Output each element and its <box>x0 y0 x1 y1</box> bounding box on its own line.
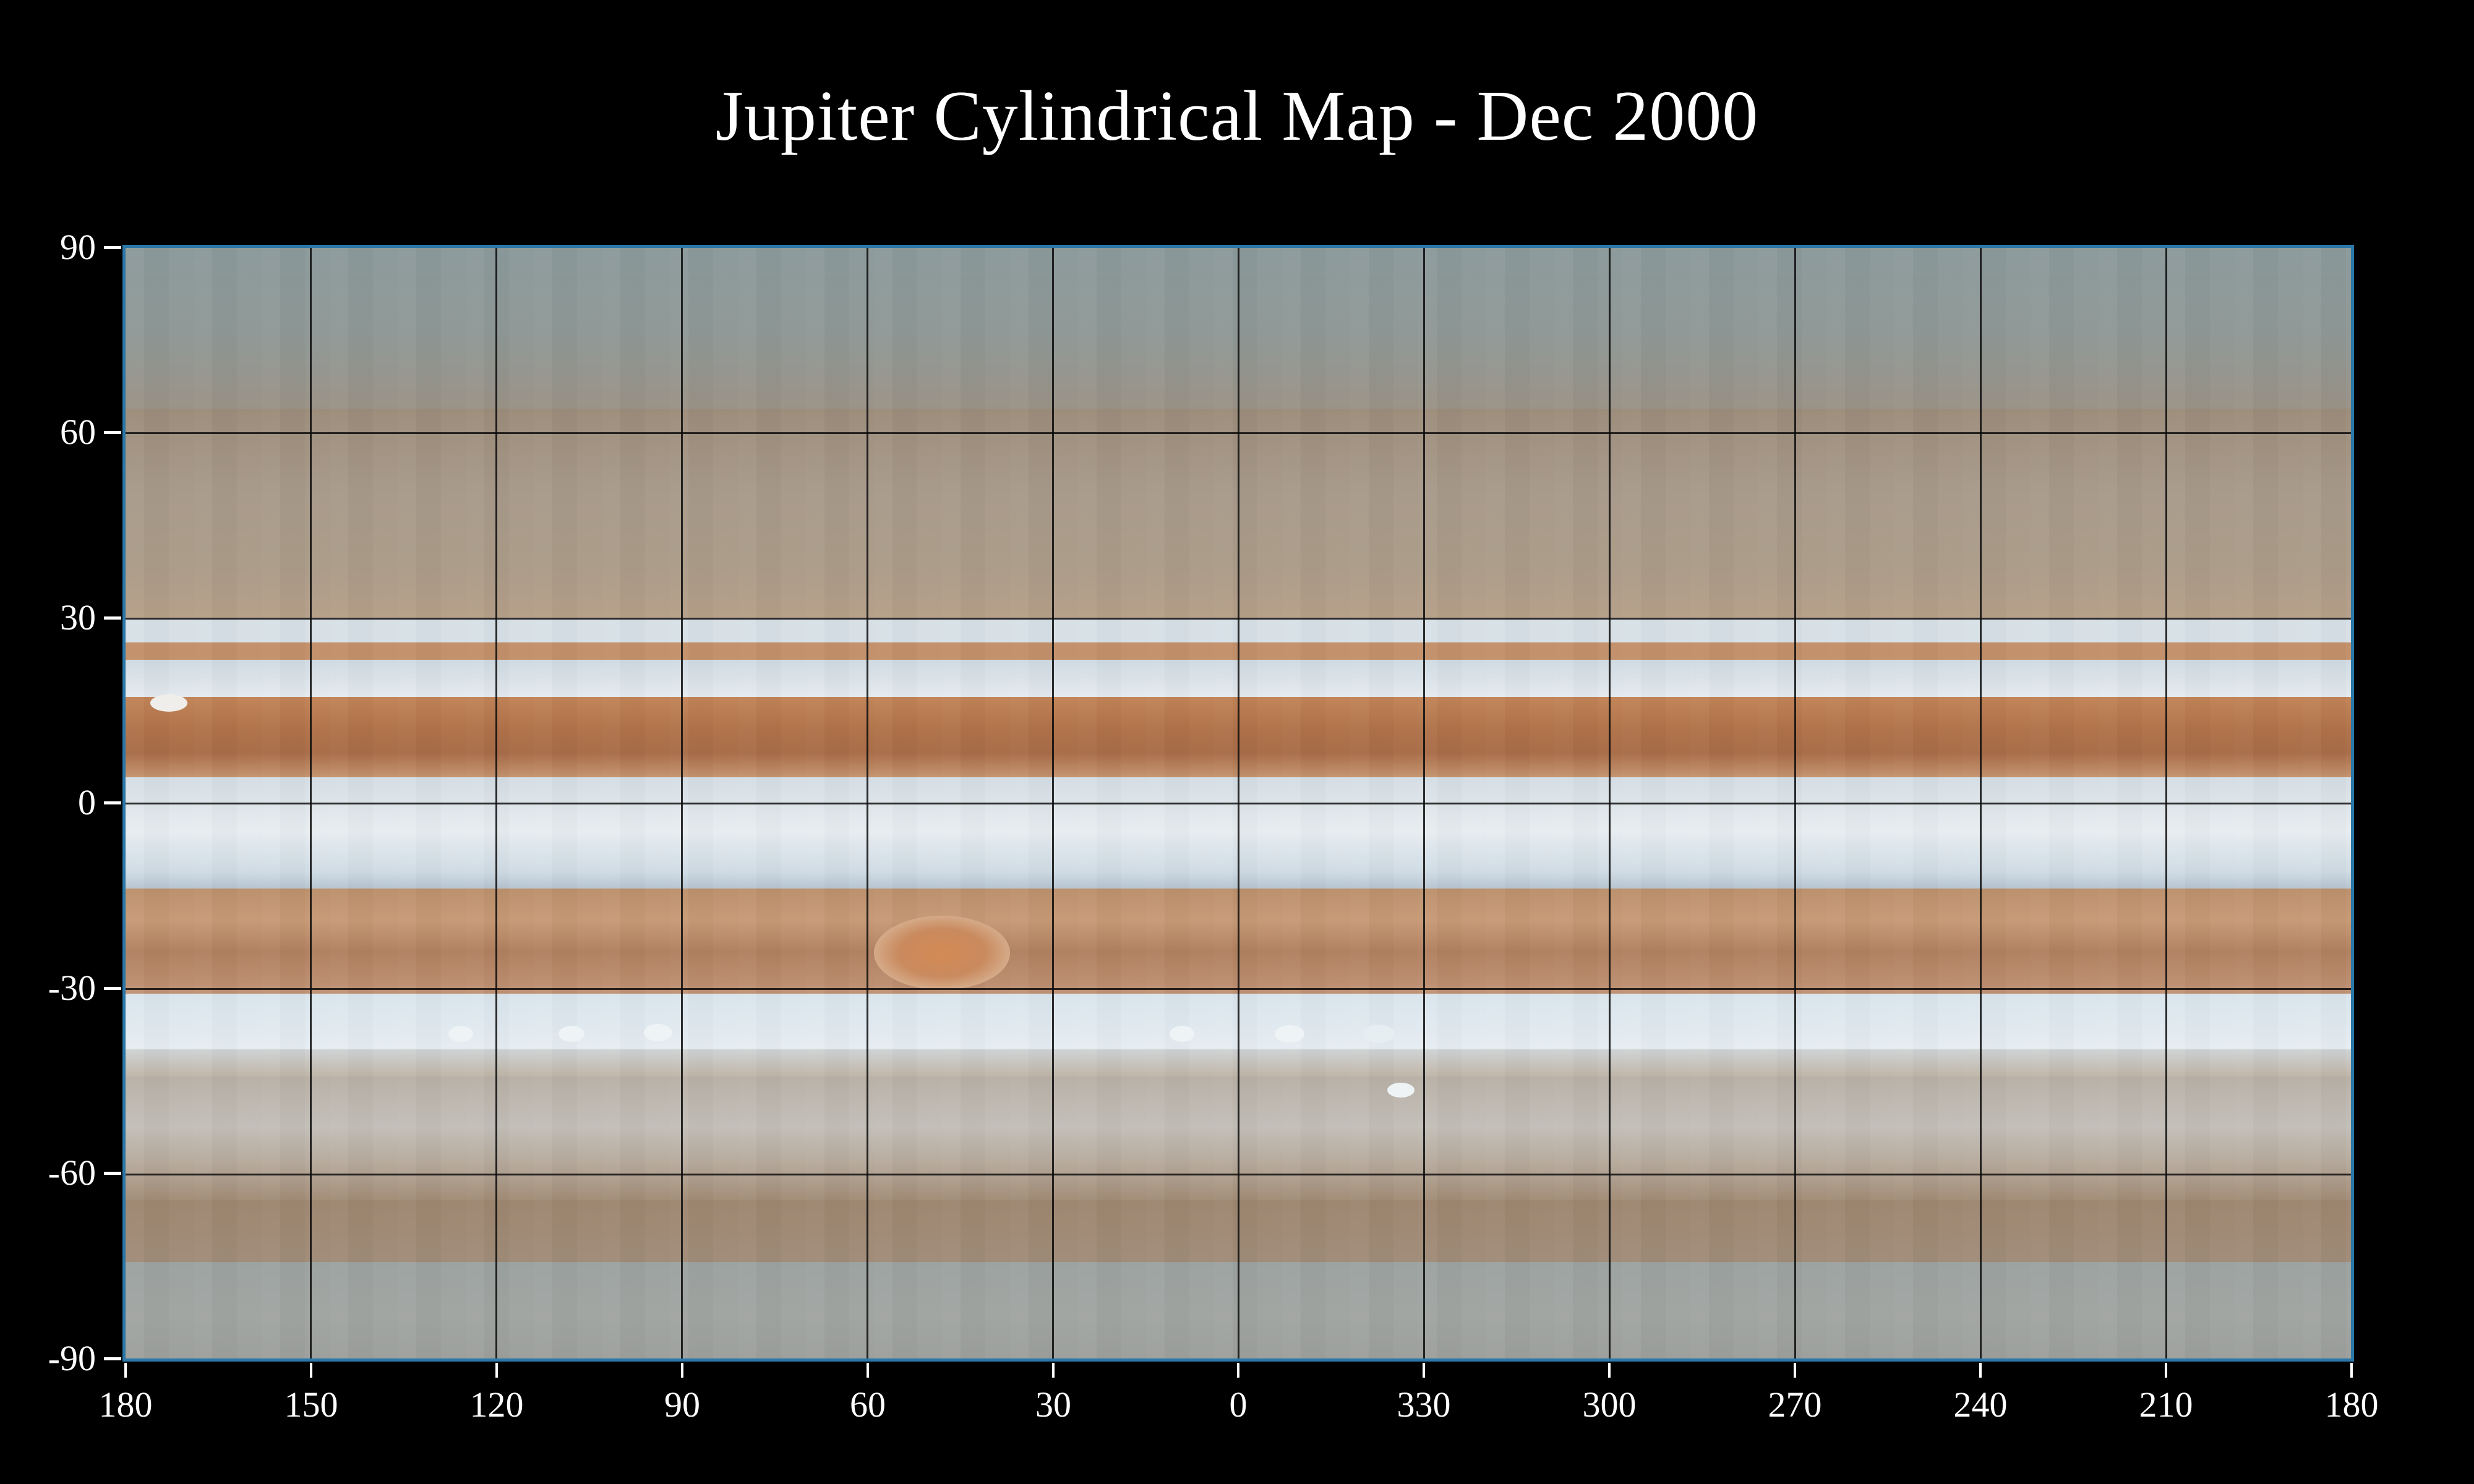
white-oval <box>1170 1026 1194 1042</box>
y-tick-mark <box>104 616 121 620</box>
grid-line-lat-neg30 <box>126 988 2351 990</box>
jupiter-map <box>122 245 2354 1362</box>
x-tick-mark <box>867 1363 869 1378</box>
y-tick-mark <box>104 801 121 804</box>
y-tick-label: 0 <box>78 782 96 822</box>
x-tick-mark <box>1794 1363 1796 1378</box>
grid-line-lat-neg60 <box>126 1174 2351 1175</box>
map-title: Jupiter Cylindrical Map - Dec 2000 <box>715 77 1759 156</box>
white-oval <box>448 1026 473 1042</box>
x-tick-label: 60 <box>850 1384 886 1425</box>
y-tick-mark <box>104 987 121 990</box>
x-tick-label: 120 <box>469 1384 524 1425</box>
y-tick-mark <box>104 431 121 434</box>
great-red-spot <box>874 916 1010 990</box>
y-tick-label: -90 <box>48 1338 96 1378</box>
y-tick-label: 90 <box>60 227 96 267</box>
white-oval <box>644 1024 672 1041</box>
x-tick-mark <box>1423 1363 1425 1378</box>
grid-line-lat-0 <box>126 803 2351 804</box>
grid-line-lat-60 <box>126 432 2351 434</box>
x-tick-label: 210 <box>2139 1384 2193 1425</box>
white-oval <box>1363 1025 1395 1043</box>
y-tick-label: -60 <box>48 1153 96 1193</box>
y-tick-mark <box>104 246 121 249</box>
x-tick-label: 330 <box>1397 1384 1451 1425</box>
x-tick-mark <box>2165 1363 2167 1378</box>
x-tick-mark <box>1608 1363 1611 1378</box>
x-tick-label: 90 <box>664 1384 700 1425</box>
x-tick-mark <box>124 1363 127 1378</box>
x-tick-mark <box>310 1363 312 1378</box>
x-tick-mark <box>681 1363 683 1378</box>
x-tick-label: 180 <box>98 1384 153 1425</box>
y-tick-mark <box>104 1172 121 1175</box>
x-tick-mark <box>495 1363 498 1378</box>
x-tick-label: 0 <box>1229 1384 1248 1425</box>
y-tick-mark <box>104 1357 121 1360</box>
x-tick-mark <box>1237 1363 1239 1378</box>
grid-line-lat-30 <box>126 618 2351 620</box>
x-tick-mark <box>2350 1363 2353 1378</box>
x-tick-mark <box>1052 1363 1055 1378</box>
y-tick-label: 60 <box>60 412 96 452</box>
x-tick-label: 150 <box>284 1384 338 1425</box>
x-tick-label: 300 <box>1582 1384 1637 1425</box>
x-tick-label: 240 <box>1953 1384 2008 1425</box>
x-tick-label: 30 <box>1035 1384 1071 1425</box>
white-oval <box>150 694 187 712</box>
y-tick-label: 30 <box>60 597 96 638</box>
planet-surface <box>126 248 2351 1358</box>
white-oval <box>559 1026 584 1042</box>
x-tick-label: 270 <box>1768 1384 1822 1425</box>
x-tick-mark <box>1979 1363 1982 1378</box>
y-tick-label: -30 <box>48 968 96 1008</box>
x-tick-label: 180 <box>2324 1384 2379 1425</box>
white-oval <box>1387 1083 1415 1098</box>
white-oval <box>1275 1025 1304 1043</box>
